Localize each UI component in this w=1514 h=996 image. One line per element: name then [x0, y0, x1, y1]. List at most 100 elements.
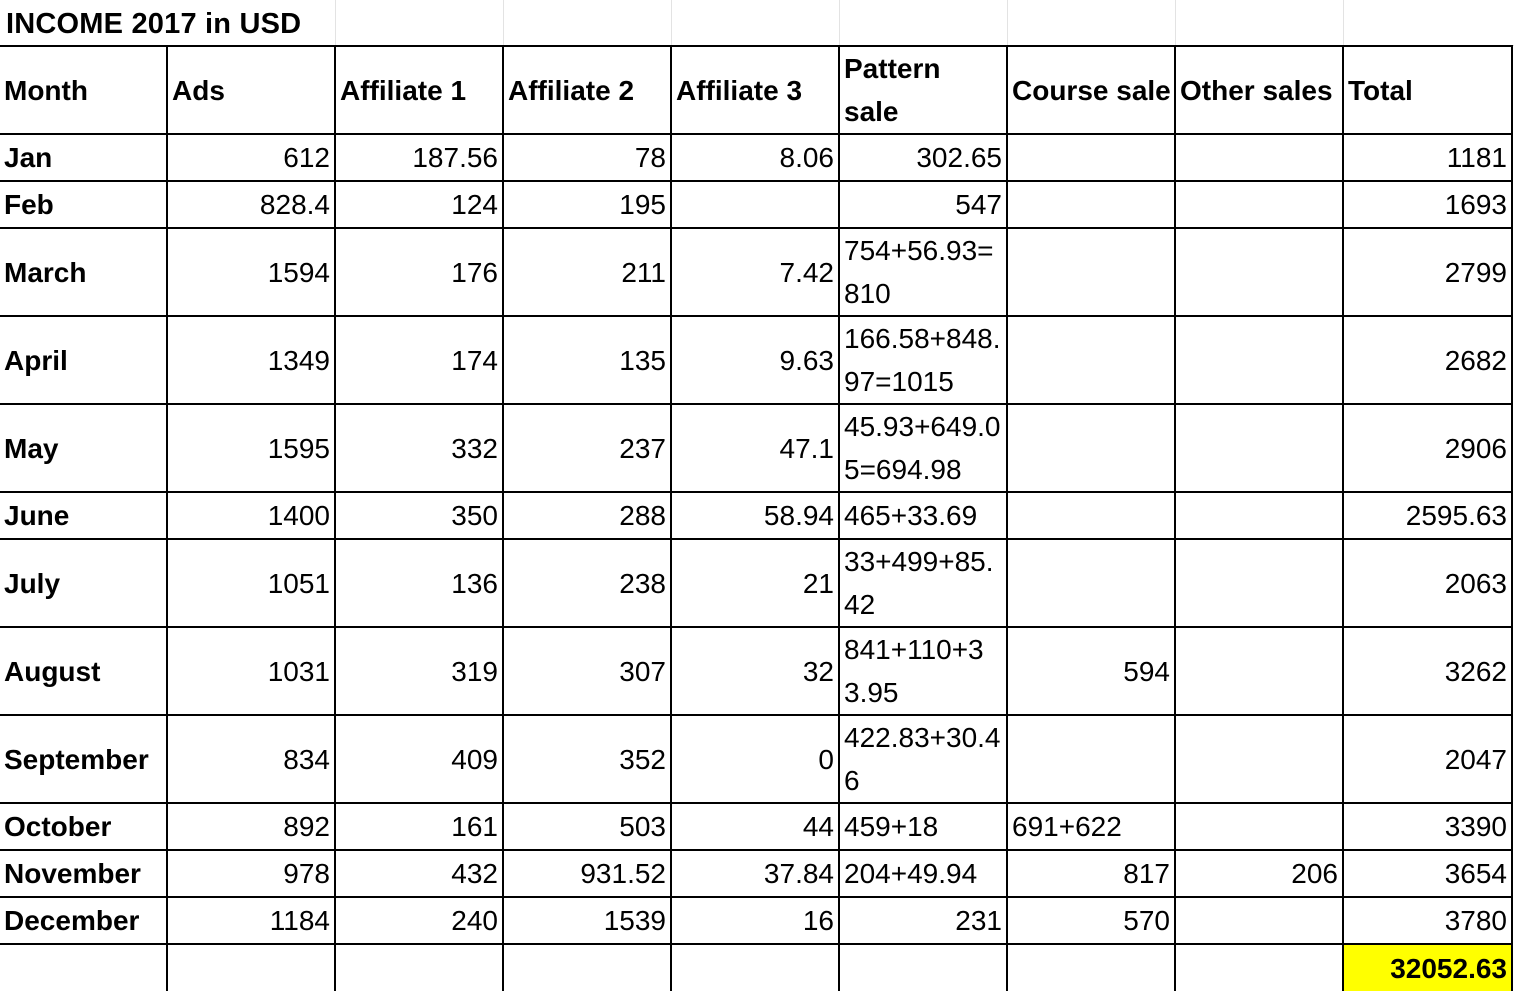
cell-pattern-sale[interactable]: 45.93+649.05=694.98: [838, 403, 1008, 493]
cell-other-sales[interactable]: 206: [1174, 849, 1344, 898]
cell-affiliate-2[interactable]: 78: [502, 133, 672, 182]
cell-other-sales[interactable]: [1174, 227, 1344, 317]
cell-affiliate-3[interactable]: 44: [670, 802, 840, 851]
cell-other-sales[interactable]: [1174, 626, 1344, 716]
month-cell[interactable]: April: [0, 315, 168, 405]
header-cell-total[interactable]: Total: [1342, 45, 1513, 135]
cell-affiliate-1[interactable]: 174: [334, 315, 504, 405]
cell-other-sales[interactable]: [1174, 180, 1344, 229]
cell-other-sales[interactable]: [1174, 714, 1344, 804]
cell-course-sale[interactable]: 570: [1006, 896, 1176, 945]
header-cell-other-sales[interactable]: Other sales: [1174, 45, 1344, 135]
cell-affiliate-2[interactable]: 211: [502, 227, 672, 317]
cell-course-sale[interactable]: 817: [1006, 849, 1176, 898]
cell-total[interactable]: 2682: [1342, 315, 1513, 405]
cell-affiliate-3[interactable]: [670, 180, 840, 229]
cell-ads[interactable]: 834: [166, 714, 336, 804]
cell-total[interactable]: 3262: [1342, 626, 1513, 716]
month-cell[interactable]: July: [0, 538, 168, 628]
cell-ads[interactable]: 1400: [166, 491, 336, 540]
cell-course-sale[interactable]: [1006, 315, 1176, 405]
month-cell[interactable]: September: [0, 714, 168, 804]
cell-pattern-sale[interactable]: 302.65: [838, 133, 1008, 182]
month-cell[interactable]: Feb: [0, 180, 168, 229]
cell-ads[interactable]: 978: [166, 849, 336, 898]
cell-pattern-sale[interactable]: 231: [838, 896, 1008, 945]
cell-ads[interactable]: 828.4: [166, 180, 336, 229]
cell-pattern-sale[interactable]: 166.58+848.97=1015: [838, 315, 1008, 405]
cell-affiliate-2[interactable]: 288: [502, 491, 672, 540]
cell-other-sales[interactable]: [1174, 538, 1344, 628]
cell-affiliate-3[interactable]: 16: [670, 896, 840, 945]
cell-ads[interactable]: 1031: [166, 626, 336, 716]
cell-total[interactable]: 3654: [1342, 849, 1513, 898]
cell-affiliate-2[interactable]: 135: [502, 315, 672, 405]
cell-affiliate-2[interactable]: 503: [502, 802, 672, 851]
cell-total[interactable]: 3780: [1342, 896, 1513, 945]
month-cell[interactable]: March: [0, 227, 168, 317]
cell-total[interactable]: 1693: [1342, 180, 1513, 229]
cell-affiliate-3[interactable]: 8.06: [670, 133, 840, 182]
month-cell[interactable]: December: [0, 896, 168, 945]
cell-affiliate-1[interactable]: 319: [334, 626, 504, 716]
cell-course-sale[interactable]: [1006, 227, 1176, 317]
cell-affiliate-1[interactable]: 240: [334, 896, 504, 945]
header-cell-pattern-sale[interactable]: Pattern sale: [838, 45, 1008, 135]
cell-course-sale[interactable]: 594: [1006, 626, 1176, 716]
table-cell[interactable]: [0, 943, 168, 991]
cell-affiliate-3[interactable]: 0: [670, 714, 840, 804]
cell-other-sales[interactable]: [1174, 491, 1344, 540]
cell-ads[interactable]: 612: [166, 133, 336, 182]
month-cell[interactable]: October: [0, 802, 168, 851]
cell-pattern-sale[interactable]: 204+49.94: [838, 849, 1008, 898]
cell-affiliate-2[interactable]: 931.52: [502, 849, 672, 898]
cell-pattern-sale[interactable]: 459+18: [838, 802, 1008, 851]
cell-affiliate-1[interactable]: 161: [334, 802, 504, 851]
header-cell-course-sale[interactable]: Course sale: [1006, 45, 1176, 135]
cell-total[interactable]: 3390: [1342, 802, 1513, 851]
table-cell[interactable]: [502, 943, 672, 991]
cell-course-sale[interactable]: [1006, 714, 1176, 804]
cell-other-sales[interactable]: [1174, 133, 1344, 182]
table-cell[interactable]: [334, 943, 504, 991]
cell-affiliate-2[interactable]: 307: [502, 626, 672, 716]
cell-ads[interactable]: 1349: [166, 315, 336, 405]
cell-affiliate-1[interactable]: 332: [334, 403, 504, 493]
cell-affiliate-1[interactable]: 350: [334, 491, 504, 540]
cell-affiliate-2[interactable]: 195: [502, 180, 672, 229]
cell-total[interactable]: 2906: [1342, 403, 1513, 493]
cell-ads[interactable]: 1595: [166, 403, 336, 493]
cell-affiliate-1[interactable]: 136: [334, 538, 504, 628]
cell-total[interactable]: 2047: [1342, 714, 1513, 804]
header-cell-ads[interactable]: Ads: [166, 45, 336, 135]
month-cell[interactable]: Jan: [0, 133, 168, 182]
cell-ads[interactable]: 1594: [166, 227, 336, 317]
cell-other-sales[interactable]: [1174, 403, 1344, 493]
cell-ads[interactable]: 1184: [166, 896, 336, 945]
cell-course-sale[interactable]: [1006, 491, 1176, 540]
cell-affiliate-3[interactable]: 47.1: [670, 403, 840, 493]
cell-course-sale[interactable]: [1006, 403, 1176, 493]
cell-course-sale[interactable]: [1006, 180, 1176, 229]
cell-affiliate-3[interactable]: 58.94: [670, 491, 840, 540]
cell-affiliate-3[interactable]: 7.42: [670, 227, 840, 317]
header-cell-month[interactable]: Month: [0, 45, 168, 135]
cell-affiliate-1[interactable]: 409: [334, 714, 504, 804]
cell-other-sales[interactable]: [1174, 315, 1344, 405]
month-cell[interactable]: November: [0, 849, 168, 898]
cell-total[interactable]: 2595.63: [1342, 491, 1513, 540]
table-cell[interactable]: [838, 943, 1008, 991]
cell-ads[interactable]: 892: [166, 802, 336, 851]
month-cell[interactable]: August: [0, 626, 168, 716]
cell-pattern-sale[interactable]: 33+499+85.42: [838, 538, 1008, 628]
cell-pattern-sale[interactable]: 465+33.69: [838, 491, 1008, 540]
cell-course-sale[interactable]: [1006, 538, 1176, 628]
cell-other-sales[interactable]: [1174, 896, 1344, 945]
cell-affiliate-1[interactable]: 432: [334, 849, 504, 898]
cell-affiliate-2[interactable]: 1539: [502, 896, 672, 945]
cell-total[interactable]: 2799: [1342, 227, 1513, 317]
cell-course-sale[interactable]: 691+622: [1006, 802, 1176, 851]
cell-pattern-sale[interactable]: 422.83+30.46: [838, 714, 1008, 804]
cell-affiliate-1[interactable]: 187.56: [334, 133, 504, 182]
cell-total[interactable]: 2063: [1342, 538, 1513, 628]
